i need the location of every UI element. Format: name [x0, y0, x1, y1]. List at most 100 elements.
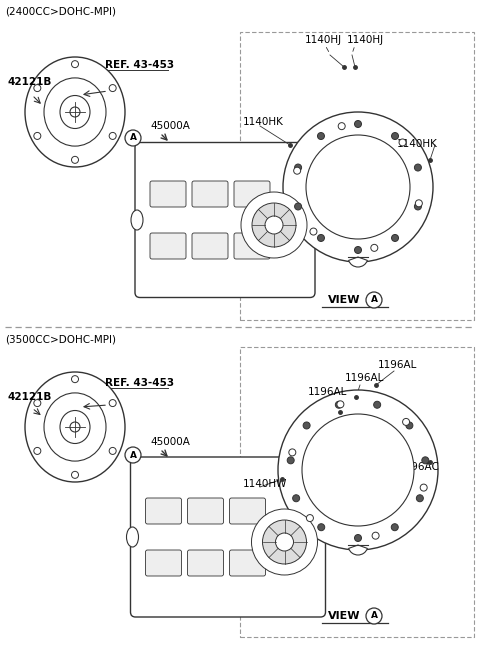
Ellipse shape	[25, 57, 125, 167]
Text: A: A	[371, 612, 377, 620]
Circle shape	[306, 515, 313, 521]
Text: 1140HJ: 1140HJ	[347, 35, 384, 45]
Circle shape	[72, 157, 79, 163]
Circle shape	[241, 192, 307, 258]
Ellipse shape	[44, 393, 106, 461]
Circle shape	[306, 135, 410, 239]
Circle shape	[337, 401, 344, 408]
Wedge shape	[348, 545, 367, 555]
Circle shape	[302, 414, 414, 526]
Text: 1140HW: 1140HW	[243, 479, 288, 489]
FancyBboxPatch shape	[240, 32, 474, 320]
Circle shape	[276, 533, 293, 551]
Circle shape	[34, 447, 41, 455]
FancyBboxPatch shape	[131, 457, 325, 617]
Circle shape	[391, 524, 398, 531]
Circle shape	[371, 244, 378, 252]
Text: 42121B: 42121B	[8, 392, 52, 402]
Circle shape	[295, 164, 301, 171]
FancyBboxPatch shape	[240, 347, 474, 637]
Circle shape	[399, 139, 406, 146]
Circle shape	[422, 457, 429, 464]
FancyBboxPatch shape	[192, 181, 228, 207]
Circle shape	[72, 472, 79, 478]
Text: 1140HJ: 1140HJ	[305, 35, 342, 45]
Circle shape	[72, 61, 79, 67]
FancyBboxPatch shape	[229, 550, 265, 576]
Circle shape	[372, 532, 379, 539]
Circle shape	[295, 203, 301, 210]
Circle shape	[125, 447, 141, 463]
Circle shape	[265, 216, 283, 234]
Circle shape	[303, 422, 310, 429]
Text: 1196AL: 1196AL	[308, 387, 348, 397]
Circle shape	[109, 84, 116, 92]
Circle shape	[263, 520, 307, 564]
Circle shape	[70, 422, 80, 432]
Ellipse shape	[44, 78, 106, 146]
FancyBboxPatch shape	[234, 233, 270, 259]
Circle shape	[70, 107, 80, 117]
Circle shape	[366, 292, 382, 308]
Text: A: A	[130, 134, 136, 143]
Ellipse shape	[60, 411, 90, 443]
Circle shape	[415, 200, 422, 207]
Text: 45000A: 45000A	[150, 121, 190, 131]
Text: REF. 43-453: REF. 43-453	[105, 60, 174, 70]
Text: VIEW: VIEW	[328, 295, 360, 305]
Ellipse shape	[127, 527, 139, 547]
Text: 1140HK: 1140HK	[397, 139, 438, 149]
Circle shape	[414, 164, 421, 171]
FancyBboxPatch shape	[150, 233, 186, 259]
Circle shape	[373, 402, 381, 408]
Text: 1196AL: 1196AL	[345, 373, 384, 383]
FancyBboxPatch shape	[135, 143, 315, 297]
Circle shape	[294, 167, 300, 174]
Circle shape	[125, 130, 141, 146]
Text: VIEW: VIEW	[328, 611, 360, 621]
Text: 1196AC: 1196AC	[399, 462, 440, 472]
Circle shape	[109, 132, 116, 140]
Circle shape	[403, 419, 409, 425]
Circle shape	[414, 203, 421, 210]
Circle shape	[317, 234, 324, 242]
FancyBboxPatch shape	[192, 233, 228, 259]
Circle shape	[34, 84, 41, 92]
Circle shape	[287, 457, 294, 464]
Circle shape	[252, 203, 296, 247]
Circle shape	[317, 132, 324, 140]
Circle shape	[109, 447, 116, 455]
Circle shape	[336, 402, 342, 408]
FancyBboxPatch shape	[188, 498, 224, 524]
Text: 1196AL: 1196AL	[378, 360, 418, 370]
Circle shape	[392, 132, 398, 140]
Text: (2400CC>DOHC-MPI): (2400CC>DOHC-MPI)	[5, 7, 116, 17]
Ellipse shape	[131, 210, 143, 230]
FancyBboxPatch shape	[188, 550, 224, 576]
Text: 1140HK: 1140HK	[243, 117, 284, 127]
FancyBboxPatch shape	[145, 550, 181, 576]
Circle shape	[293, 495, 300, 502]
Circle shape	[355, 534, 361, 542]
Circle shape	[416, 495, 423, 502]
Circle shape	[34, 132, 41, 140]
FancyBboxPatch shape	[145, 498, 181, 524]
FancyBboxPatch shape	[150, 181, 186, 207]
Ellipse shape	[60, 96, 90, 128]
FancyBboxPatch shape	[234, 181, 270, 207]
Circle shape	[278, 390, 438, 550]
Circle shape	[34, 400, 41, 407]
Text: A: A	[371, 295, 377, 305]
Circle shape	[366, 608, 382, 624]
Circle shape	[355, 121, 361, 128]
Text: 45000A: 45000A	[150, 437, 190, 447]
Circle shape	[289, 449, 296, 456]
Circle shape	[318, 524, 325, 531]
Text: 42121B: 42121B	[8, 77, 52, 87]
Circle shape	[109, 400, 116, 407]
Circle shape	[310, 228, 317, 235]
Text: A: A	[130, 451, 136, 460]
Circle shape	[283, 112, 433, 262]
Text: REF. 43-453: REF. 43-453	[105, 378, 174, 388]
Text: (3500CC>DOHC-MPI): (3500CC>DOHC-MPI)	[5, 335, 116, 345]
